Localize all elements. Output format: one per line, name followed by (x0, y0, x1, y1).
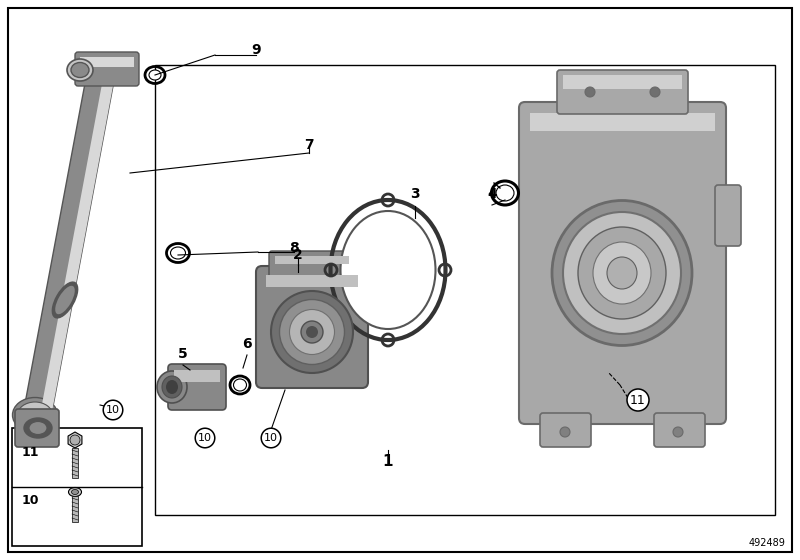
Text: 9: 9 (251, 43, 261, 57)
Ellipse shape (166, 380, 178, 394)
Ellipse shape (341, 211, 435, 329)
FancyBboxPatch shape (540, 413, 591, 447)
Text: 3: 3 (410, 187, 420, 201)
FancyBboxPatch shape (519, 102, 726, 424)
Text: 10: 10 (198, 433, 212, 443)
Bar (72, 496, 78, 522)
Ellipse shape (70, 435, 80, 445)
Bar (266, 275, 358, 287)
Ellipse shape (234, 379, 246, 391)
Polygon shape (23, 67, 116, 419)
Ellipse shape (290, 310, 334, 354)
FancyBboxPatch shape (557, 70, 688, 114)
Text: 5: 5 (178, 347, 188, 361)
Ellipse shape (13, 398, 58, 432)
Ellipse shape (69, 488, 82, 497)
Text: 4: 4 (487, 187, 497, 201)
Ellipse shape (301, 321, 323, 343)
FancyBboxPatch shape (15, 409, 59, 447)
Ellipse shape (71, 489, 78, 494)
Ellipse shape (67, 59, 93, 81)
Ellipse shape (71, 63, 89, 77)
Ellipse shape (650, 87, 660, 97)
Ellipse shape (496, 185, 514, 201)
Ellipse shape (560, 427, 570, 437)
Text: 11: 11 (22, 446, 38, 459)
Bar (275, 256, 349, 264)
Ellipse shape (552, 200, 692, 346)
FancyBboxPatch shape (75, 52, 139, 86)
Ellipse shape (55, 286, 74, 314)
Text: 8: 8 (289, 241, 299, 255)
Text: 6: 6 (242, 337, 252, 351)
Ellipse shape (24, 418, 52, 438)
Ellipse shape (279, 300, 345, 365)
FancyBboxPatch shape (168, 364, 226, 410)
Ellipse shape (162, 376, 182, 398)
Ellipse shape (306, 326, 318, 338)
FancyBboxPatch shape (654, 413, 705, 447)
Bar (12, 428, 142, 546)
Text: 11: 11 (630, 394, 646, 407)
Bar (530, 113, 715, 131)
Ellipse shape (593, 242, 651, 304)
Bar (155, 65, 775, 515)
Polygon shape (40, 70, 116, 419)
Ellipse shape (18, 402, 53, 428)
Ellipse shape (157, 371, 187, 403)
Ellipse shape (271, 291, 353, 373)
Text: 492489: 492489 (748, 538, 785, 548)
FancyBboxPatch shape (269, 251, 355, 279)
FancyBboxPatch shape (256, 266, 368, 388)
Ellipse shape (578, 227, 666, 319)
Ellipse shape (149, 70, 161, 80)
Bar (174, 370, 220, 382)
Bar (80, 57, 134, 67)
Ellipse shape (607, 257, 637, 289)
Ellipse shape (673, 427, 683, 437)
Bar (72, 448, 78, 478)
Text: 1: 1 (382, 455, 394, 469)
Text: 10: 10 (264, 433, 278, 443)
Text: 10: 10 (22, 493, 38, 506)
Ellipse shape (563, 212, 681, 334)
Ellipse shape (29, 422, 47, 435)
Text: 7: 7 (304, 138, 314, 152)
Text: 10: 10 (106, 405, 120, 415)
Text: 2: 2 (293, 248, 303, 262)
Bar (563, 75, 682, 89)
Ellipse shape (170, 247, 186, 259)
FancyBboxPatch shape (715, 185, 741, 246)
Ellipse shape (585, 87, 595, 97)
Polygon shape (68, 432, 82, 448)
Ellipse shape (52, 282, 78, 318)
